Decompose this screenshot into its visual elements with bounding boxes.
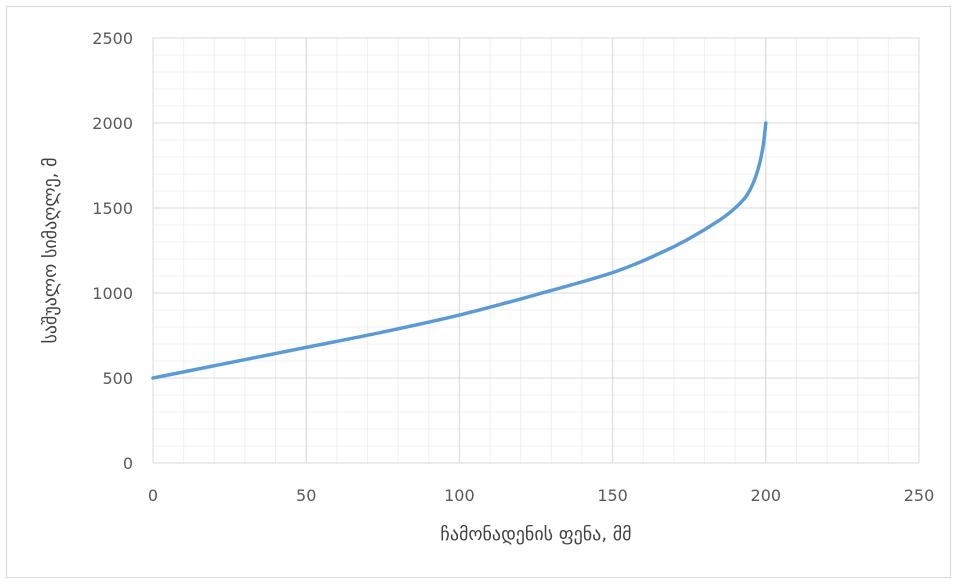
x-tick-label: 200: [751, 486, 782, 505]
y-tick-label: 500: [102, 369, 133, 388]
x-axis-ticks: 0 50 100 150 200 250: [148, 486, 934, 505]
y-tick-label: 0: [123, 454, 133, 473]
x-axis-title: ჩამონადენის ფენა, მმ: [440, 524, 631, 545]
y-axis-title: საშუალო სიმაღლე, მ: [40, 157, 61, 343]
chart-frame: [6, 6, 951, 578]
y-tick-label: 2000: [92, 114, 133, 133]
x-tick-label: 150: [597, 486, 628, 505]
y-tick-label: 1500: [92, 199, 133, 218]
x-tick-label: 100: [444, 486, 475, 505]
y-axis-ticks: 0 500 1000 1500 2000 2500: [92, 29, 133, 473]
series-layer: [151, 121, 768, 380]
major-grid: [152, 37, 920, 464]
x-tick-label: 50: [296, 486, 316, 505]
x-tick-label: 0: [148, 486, 158, 505]
series-line: [151, 121, 768, 380]
y-tick-label: 2500: [92, 29, 133, 48]
y-tick-label: 1000: [92, 284, 133, 303]
minor-grid: [152, 37, 920, 464]
x-tick-label: 250: [904, 486, 935, 505]
